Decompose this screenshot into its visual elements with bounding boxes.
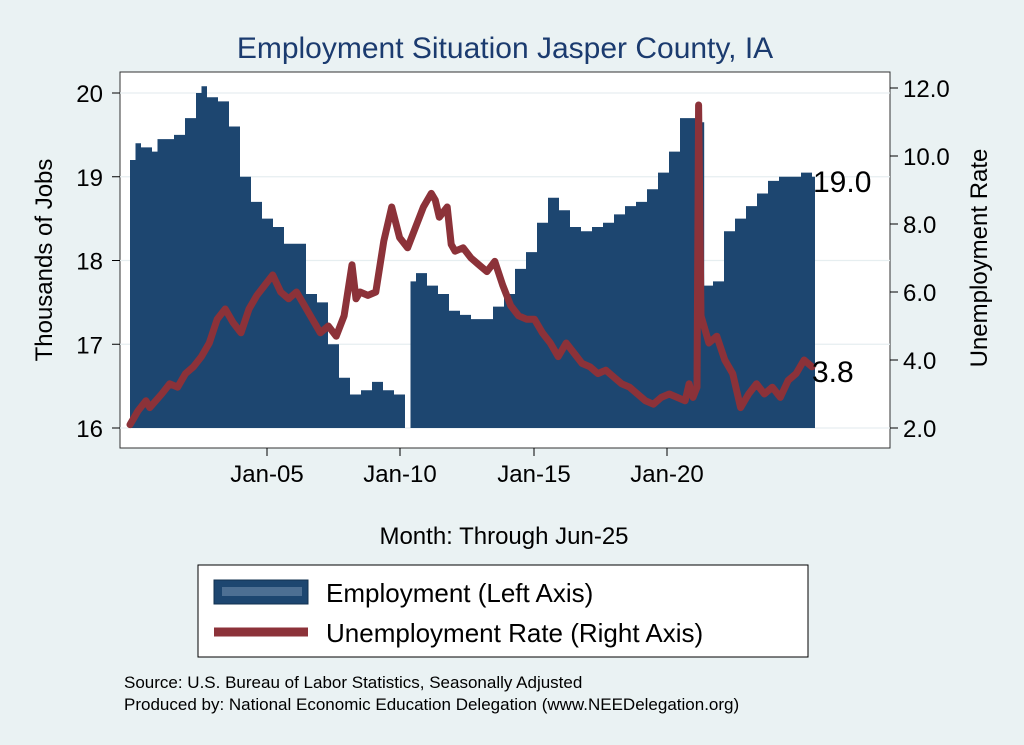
left-axis-label: Thousands of Jobs <box>31 159 58 362</box>
left-tick-label: 16 <box>76 416 103 443</box>
employment-area <box>130 86 815 429</box>
left-axis-ticks: 16 17 18 19 20 <box>76 81 120 443</box>
legend-swatch-employment-inner <box>222 587 302 596</box>
right-axis-label: Unemployment Rate <box>966 149 993 368</box>
employment-end-label: 19.0 <box>813 166 871 199</box>
source-line: Source: U.S. Bureau of Labor Statistics,… <box>124 673 582 692</box>
right-tick-label: 8.0 <box>903 212 936 239</box>
x-axis-label: Month: Through Jun-25 <box>379 523 628 550</box>
chart-title: Employment Situation Jasper County, IA <box>237 32 773 65</box>
right-axis-ticks: 2.0 4.0 6.0 8.0 10.0 12.0 <box>890 76 950 443</box>
unemployment-line <box>126 101 816 429</box>
unemployment-end-label: 3.8 <box>812 356 854 389</box>
right-tick-label: 10.0 <box>903 144 950 171</box>
legend-label-employment: Employment (Left Axis) <box>326 578 593 608</box>
x-tick-label: Jan-15 <box>497 461 570 488</box>
employment-bars <box>130 86 815 429</box>
right-tick-label: 12.0 <box>903 76 950 103</box>
unemployment-line-group <box>126 101 816 429</box>
x-axis-ticks: Jan-05 Jan-10 Jan-15 Jan-20 <box>230 448 704 488</box>
x-tick-label: Jan-10 <box>363 461 436 488</box>
x-tick-label: Jan-20 <box>630 461 703 488</box>
legend: Employment (Left Axis) Unemployment Rate… <box>197 564 809 658</box>
right-tick-label: 4.0 <box>903 348 936 375</box>
left-tick-label: 18 <box>76 249 103 276</box>
right-tick-label: 6.0 <box>903 280 936 307</box>
right-tick-label: 2.0 <box>903 416 936 443</box>
producer-line: Produced by: National Economic Education… <box>124 695 739 714</box>
legend-label-unemployment: Unemployment Rate (Right Axis) <box>326 618 703 648</box>
left-tick-label: 20 <box>76 81 103 108</box>
left-tick-label: 19 <box>76 165 103 192</box>
left-tick-label: 17 <box>76 332 103 359</box>
x-tick-label: Jan-05 <box>230 461 303 488</box>
